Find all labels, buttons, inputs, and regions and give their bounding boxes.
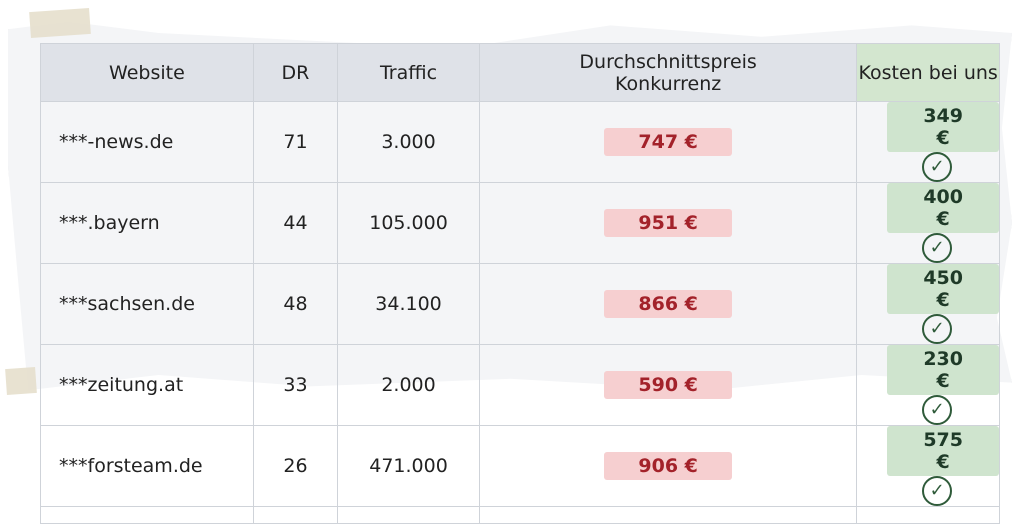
our-cost: 349 €: [887, 102, 999, 152]
website-cell: ***forsteam.de: [40, 425, 254, 507]
table-row: ***zeitung.at 33 2.000 590 € 230 €✓: [40, 344, 1000, 426]
check-circle-icon: ✓: [922, 476, 953, 506]
table-row: ***-news.de 71 3.000 747 € 349 €✓: [40, 101, 1000, 183]
traffic-cell: 2.000: [337, 344, 480, 426]
header-website: Website: [40, 43, 254, 102]
check-circle-icon: ✓: [922, 314, 953, 344]
competitor-price: 951 €: [604, 209, 732, 237]
competitor-price-cell: 866 €: [478, 263, 858, 345]
competitor-price: 590 €: [604, 371, 732, 399]
empty-row: [40, 506, 1000, 524]
header-our-cost: Kosten bei uns: [856, 43, 1000, 102]
our-cost: 450 €: [887, 264, 999, 314]
header-competitor-price: Durchschnittspreis Konkurrenz: [478, 43, 858, 102]
competitor-price: 747 €: [604, 128, 732, 156]
tape-decoration: [5, 366, 37, 396]
our-cost-cell: 230 €✓: [856, 344, 1000, 426]
price-comparison-table: Website DR Traffic Durchschnittspreis Ko…: [40, 43, 1000, 524]
competitor-price-cell: 951 €: [478, 182, 858, 264]
traffic-cell: 105.000: [337, 182, 480, 264]
traffic-cell: 471.000: [337, 425, 480, 507]
website-cell: ***zeitung.at: [40, 344, 254, 426]
dr-cell: 71: [252, 101, 339, 183]
our-cost: 230 €: [887, 345, 999, 395]
table-row: ***sachsen.de 48 34.100 866 € 450 €✓: [40, 263, 1000, 345]
table-row: ***forsteam.de 26 471.000 906 € 575 €✓: [40, 425, 1000, 507]
website-cell: ***.bayern: [40, 182, 254, 264]
dr-cell: 26: [252, 425, 339, 507]
dr-cell: 33: [252, 344, 339, 426]
competitor-price-cell: 906 €: [478, 425, 858, 507]
website-cell: ***-news.de: [40, 101, 254, 183]
check-circle-icon: ✓: [922, 152, 953, 182]
our-cost-cell: 450 €✓: [856, 263, 1000, 345]
header-traffic: Traffic: [337, 43, 480, 102]
check-circle-icon: ✓: [922, 233, 953, 263]
our-cost-cell: 400 €✓: [856, 182, 1000, 264]
header-dr: DR: [252, 43, 339, 102]
traffic-cell: 3.000: [337, 101, 480, 183]
our-cost-cell: 349 €✓: [856, 101, 1000, 183]
header-row: Website DR Traffic Durchschnittspreis Ko…: [40, 43, 1000, 102]
competitor-price-cell: 747 €: [478, 101, 858, 183]
competitor-price: 866 €: [604, 290, 732, 318]
traffic-cell: 34.100: [337, 263, 480, 345]
dr-cell: 44: [252, 182, 339, 264]
our-cost: 575 €: [887, 426, 999, 476]
our-cost: 400 €: [887, 183, 999, 233]
our-cost-cell: 575 €✓: [856, 425, 1000, 507]
website-cell: ***sachsen.de: [40, 263, 254, 345]
table-row: ***.bayern 44 105.000 951 € 400 €✓: [40, 182, 1000, 264]
competitor-price: 906 €: [604, 452, 732, 480]
check-circle-icon: ✓: [922, 395, 953, 425]
tape-decoration: [29, 7, 91, 39]
competitor-price-cell: 590 €: [478, 344, 858, 426]
dr-cell: 48: [252, 263, 339, 345]
